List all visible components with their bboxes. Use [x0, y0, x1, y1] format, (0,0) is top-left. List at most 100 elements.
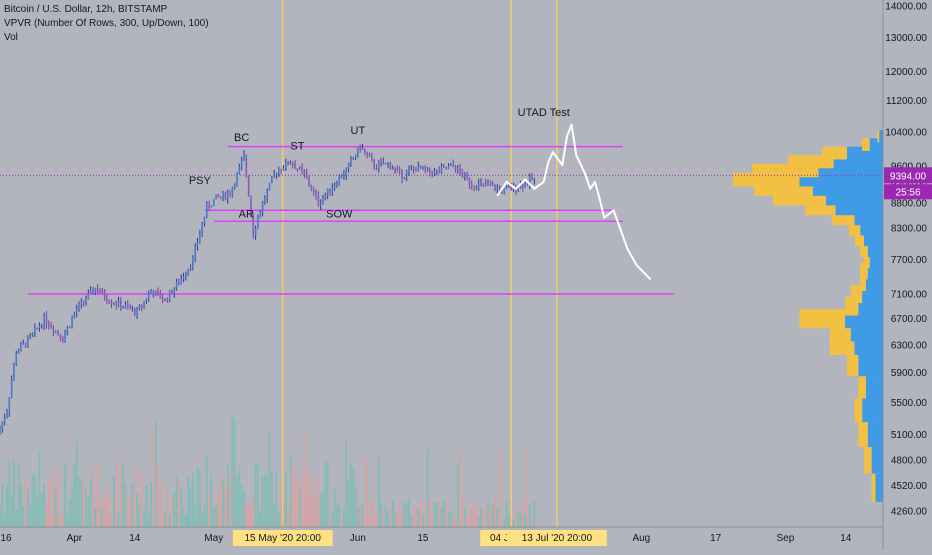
volume-bar — [203, 504, 206, 527]
volume-indicator-label[interactable]: Vol — [4, 32, 18, 43]
candle-body — [261, 201, 264, 213]
candle-body — [22, 342, 25, 345]
candle-body — [382, 162, 385, 165]
volume-bar — [180, 489, 183, 527]
volume-bar — [199, 471, 201, 527]
candle-body — [322, 197, 324, 204]
volume-bar — [473, 498, 475, 527]
annotation-label: ST — [290, 141, 304, 153]
candle-body — [143, 301, 145, 307]
vpvr-down-row — [858, 422, 868, 448]
candle-body — [482, 183, 485, 185]
volume-bar — [152, 428, 155, 527]
time-tick-label: Aug — [632, 533, 650, 544]
volume-bar — [343, 508, 345, 527]
volume-bar — [243, 490, 245, 527]
candle-body — [238, 166, 241, 174]
price-axis[interactable]: 4260.00 4520.00 4800.00 5100.00 5500.00 5900.… — [882, 0, 928, 550]
candle-body — [443, 166, 445, 168]
candle-body — [480, 183, 482, 185]
price-tick-label: 6700.00 — [891, 314, 928, 325]
candle-body — [496, 187, 499, 191]
volume-bar — [75, 441, 78, 527]
volume-bar — [440, 507, 443, 527]
price-tick-label: 8800.00 — [891, 198, 928, 209]
volume-bar — [289, 455, 292, 527]
volume-bar — [336, 504, 338, 527]
candle-body — [41, 325, 43, 327]
volume-bar — [164, 511, 166, 527]
candle-body — [115, 303, 117, 306]
volume-bar — [27, 489, 29, 527]
candle-body — [108, 301, 111, 304]
volume-bar — [382, 508, 385, 527]
volume-bar — [401, 513, 403, 527]
price-tick-label: 8300.00 — [891, 223, 928, 234]
vpvr-up-row — [867, 422, 883, 448]
volume-bar — [215, 505, 217, 527]
time-tick-label: 15 — [417, 533, 429, 544]
volume-bar — [15, 509, 18, 527]
candle-body — [1, 422, 4, 429]
candle-body — [370, 156, 373, 160]
annotation-label: PSY — [189, 175, 212, 187]
candle-body — [324, 194, 327, 198]
candle-body — [187, 268, 190, 274]
volume-bar — [370, 501, 373, 527]
candle-body — [294, 164, 296, 169]
volume-bar — [347, 478, 350, 527]
candle-body — [217, 194, 220, 197]
volume-bar — [268, 430, 271, 527]
volume-bar — [247, 502, 250, 527]
volume-bar — [87, 496, 90, 527]
candle-body — [533, 178, 536, 180]
candle-body — [192, 257, 194, 267]
volume-bar — [266, 475, 269, 527]
volume-bar — [324, 462, 327, 527]
volume-bar — [331, 513, 334, 527]
time-axis[interactable]: 16 Apr 14 May Jun 15 Aug 17 Sep 14 15 May '20 20:0… — [0, 526, 883, 546]
candle-body — [459, 167, 461, 173]
volume-bar — [505, 500, 508, 527]
volume-bar — [92, 467, 94, 527]
candle-body — [312, 190, 315, 192]
volume-bar — [280, 478, 282, 527]
candle-body — [212, 199, 215, 207]
symbol-title[interactable]: Bitcoin / U.S. Dollar, 12h, BITSTAMP — [4, 4, 168, 15]
candle-body — [271, 177, 273, 183]
volume-bar — [461, 497, 464, 527]
candle-body — [54, 330, 57, 332]
vpvr-up-row — [862, 398, 883, 423]
volume-bar — [449, 511, 452, 527]
volume-bar — [326, 460, 329, 527]
candle-body — [468, 177, 471, 185]
candle-body — [433, 171, 436, 175]
volume-bar — [73, 465, 76, 527]
volume-bar — [380, 502, 382, 527]
candle-body — [0, 428, 1, 435]
volume-bar — [212, 508, 215, 527]
candle-body — [296, 168, 299, 170]
candle-body — [405, 171, 408, 177]
candle-body — [503, 188, 506, 193]
volume-bar — [178, 482, 180, 527]
volume-bar — [312, 477, 315, 527]
volume-bar — [417, 508, 420, 527]
vpvr-up-row — [879, 130, 883, 143]
candle-body — [410, 168, 413, 170]
candle-body — [236, 173, 238, 185]
candle-body — [357, 146, 359, 156]
candle-body — [124, 304, 127, 308]
candle-body — [484, 183, 487, 186]
volume-bar — [233, 419, 236, 527]
volume-bar — [240, 483, 243, 527]
candle-body — [340, 177, 343, 179]
volume-bar — [484, 508, 487, 527]
candle-body — [368, 154, 371, 157]
volume-bar — [477, 516, 480, 527]
annotation-layer: PSY BC ST UT UTAD Test AR SOW — [189, 107, 570, 221]
vpvr-indicator-label[interactable]: VPVR (Number Of Rows, 300, Up/Down, 100) — [4, 18, 209, 29]
candle-body — [17, 350, 20, 354]
time-tick-label: Jun — [350, 533, 366, 544]
